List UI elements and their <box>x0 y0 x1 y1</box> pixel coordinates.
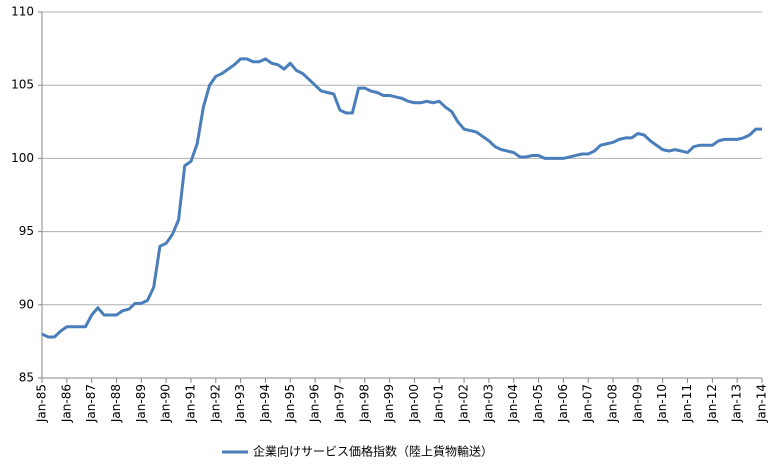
x-tick-label: Jan-04 <box>506 384 520 423</box>
x-tick-label: Jan-12 <box>705 384 719 423</box>
y-tick-label: 85 <box>19 371 34 385</box>
x-tick-label: Jan-88 <box>109 384 123 423</box>
x-tick-label: Jan-85 <box>35 384 49 423</box>
x-tick-label: Jan-08 <box>606 384 620 423</box>
x-tick-label: Jan-99 <box>382 384 396 423</box>
x-tick-label: Jan-05 <box>531 384 545 423</box>
x-tick-label: Jan-94 <box>258 384 272 423</box>
x-tick-label: Jan-03 <box>481 384 495 423</box>
x-tick-label: Jan-01 <box>432 384 446 423</box>
y-tick-label: 95 <box>19 224 34 238</box>
x-tick-label: Jan-92 <box>208 384 222 423</box>
x-tick-label: Jan-97 <box>332 384 346 423</box>
x-tick-label: Jan-89 <box>134 384 148 423</box>
x-tick-label: Jan-06 <box>556 384 570 423</box>
x-tick-label: Jan-00 <box>407 384 421 423</box>
x-tick-label: Jan-93 <box>233 384 247 423</box>
x-tick-label: Jan-13 <box>730 384 744 423</box>
y-tick-label: 90 <box>19 297 34 311</box>
legend-label: 企業向けサービス価格指数（陸上貨物輸送） <box>253 444 493 459</box>
x-tick-label: Jan-98 <box>357 384 371 423</box>
x-tick-label: Jan-14 <box>755 384 769 423</box>
x-tick-label: Jan-91 <box>183 384 197 423</box>
series-line <box>41 57 762 339</box>
x-tick-label: Jan-87 <box>84 384 98 423</box>
x-tick-label: Jan-02 <box>457 384 471 423</box>
x-tick-label: Jan-90 <box>159 384 173 423</box>
y-tick-label: 100 <box>11 151 34 165</box>
x-tick-label: Jan-10 <box>655 384 669 423</box>
x-tick-label: Jan-09 <box>630 384 644 423</box>
x-tick-label: Jan-95 <box>283 384 297 423</box>
x-tick-label: Jan-96 <box>308 384 322 423</box>
y-tick-label: 105 <box>11 78 34 92</box>
x-tick-label: Jan-07 <box>581 384 595 423</box>
y-tick-label: 110 <box>11 5 34 19</box>
x-tick-label: Jan-11 <box>680 384 694 423</box>
x-tick-label: Jan-86 <box>59 384 73 423</box>
